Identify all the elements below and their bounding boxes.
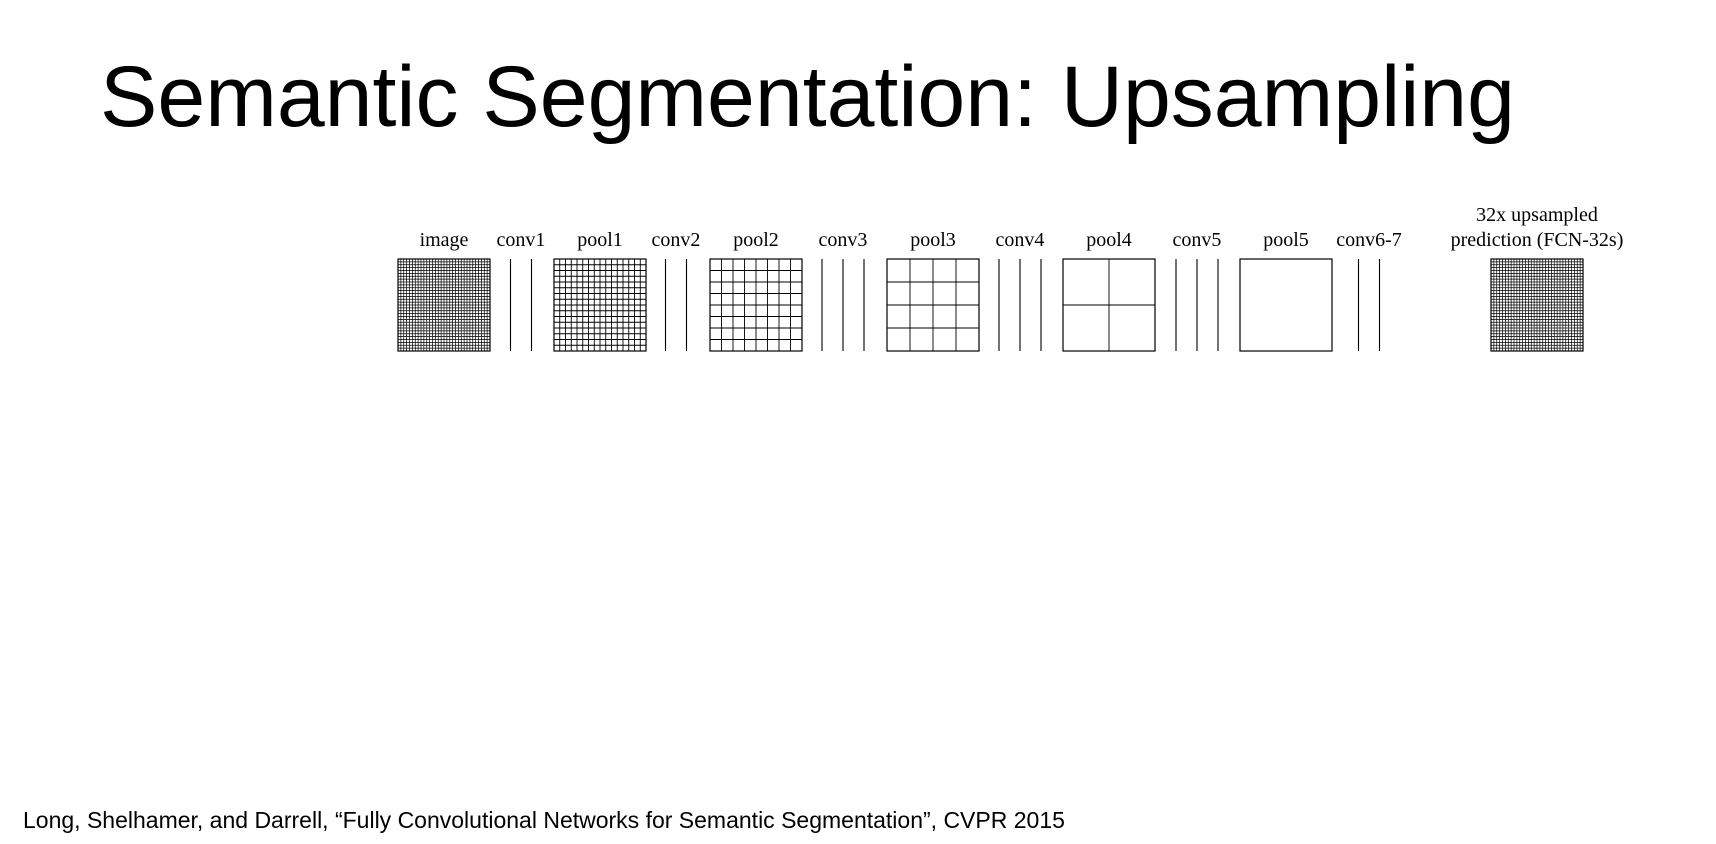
stage-prediction: 32x upsampled prediction (FCN-32s) (1451, 204, 1624, 352)
stage-label-conv1: conv1 (497, 229, 546, 251)
stage-label-pool4: pool4 (1086, 229, 1132, 251)
feature-map-pool4 (1062, 258, 1156, 352)
stage-pool1: pool1 (553, 229, 647, 352)
stage-pool2: pool2 (709, 229, 803, 352)
feature-map-border-pool1 (553, 258, 647, 352)
stage-label-conv6-7: conv6-7 (1336, 229, 1402, 251)
feature-map-pool5 (1239, 258, 1333, 352)
stage-label-prediction: 32x upsampled (1476, 204, 1598, 226)
stage-conv5: conv5 (1173, 229, 1222, 351)
stage-label-prediction: prediction (FCN-32s) (1451, 229, 1624, 251)
feature-map-pool1 (553, 258, 647, 352)
stage-label-conv4: conv4 (996, 229, 1045, 251)
stage-label-conv3: conv3 (819, 229, 868, 251)
stage-pool5: pool5 (1239, 229, 1333, 352)
stage-label-pool2: pool2 (733, 229, 779, 251)
stage-pool3: pool3 (886, 229, 980, 352)
stage-conv4: conv4 (996, 229, 1045, 351)
feature-map-pool2 (709, 258, 803, 352)
feature-map-border-prediction (1490, 258, 1584, 352)
stage-label-conv2: conv2 (652, 229, 701, 251)
feature-map-border-pool4 (1062, 258, 1156, 352)
stage-conv3: conv3 (819, 229, 868, 351)
stage-conv2: conv2 (652, 229, 701, 351)
stage-conv6-7: conv6-7 (1336, 229, 1402, 351)
feature-map-image (397, 258, 491, 352)
stage-label-pool5: pool5 (1263, 229, 1309, 251)
slide-title: Semantic Segmentation: Upsampling (100, 49, 1515, 145)
stage-pool4: pool4 (1062, 229, 1156, 352)
stage-label-conv5: conv5 (1173, 229, 1222, 251)
stage-conv1: conv1 (497, 229, 546, 351)
feature-map-border-image (397, 258, 491, 352)
stage-label-image: image (420, 229, 469, 251)
stage-image: image (397, 229, 491, 352)
feature-map-border-pool5 (1239, 258, 1333, 352)
stage-label-pool3: pool3 (910, 229, 956, 251)
feature-map-border-pool2 (709, 258, 803, 352)
feature-map-prediction (1490, 258, 1584, 352)
citation: Long, Shelhamer, and Darrell, “Fully Con… (23, 807, 1065, 833)
stage-label-pool1: pool1 (577, 229, 623, 251)
feature-map-border-pool3 (886, 258, 980, 352)
feature-map-pool3 (886, 258, 980, 352)
